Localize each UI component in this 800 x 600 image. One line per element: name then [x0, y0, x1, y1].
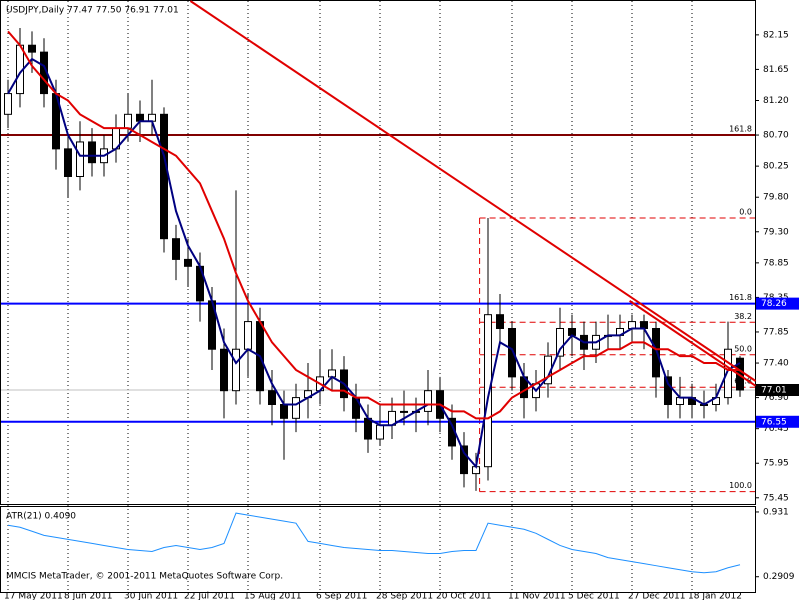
price-tag-label: 78.26 [761, 299, 787, 309]
x-tick-label: 6 Sep 2011 [316, 592, 367, 600]
footer: MMCIS MetaTrader, © 2001-2011 MetaQuotes… [6, 572, 283, 582]
candle-body [268, 390, 276, 406]
price-tag-label: 77.01 [761, 385, 787, 395]
x-tick-label: 30 Jun 2011 [124, 592, 178, 600]
x-tick-label: 27 Dec 2011 [628, 592, 686, 600]
candle-body [184, 258, 192, 267]
main-pane [0, 0, 756, 505]
candle-body [652, 328, 660, 378]
candle-body [136, 113, 144, 122]
candle-body [724, 348, 732, 399]
x-tick-label: 22 Jul 2011 [184, 592, 235, 600]
fibo-label: 38.2 [734, 312, 752, 321]
candle-body [148, 113, 156, 122]
y-tick-label: 81.65 [763, 65, 789, 75]
y-tick-label: 75.45 [763, 493, 789, 503]
price-tag [756, 415, 799, 428]
candle-body [124, 113, 132, 129]
x-tick-label: 15 Aug 2011 [244, 592, 302, 600]
candle-body [484, 314, 492, 468]
candle-body [400, 410, 408, 413]
x-tick-label: 20 Oct 2011 [436, 592, 492, 600]
candle-body [676, 397, 684, 406]
candle-body [76, 141, 84, 177]
y-tick-label: 75.95 [763, 459, 789, 469]
candle-body [244, 321, 252, 350]
candle-body [64, 148, 72, 177]
x-tick-label: 17 May 2011 [4, 592, 63, 600]
y-tick-label: 79.30 [763, 227, 789, 237]
candle-body [232, 348, 240, 392]
y-tick-label: 76.90 [763, 393, 789, 403]
fibo-label: 161.8 [729, 293, 752, 302]
candle-body [376, 424, 384, 440]
candle-body [496, 314, 504, 330]
candle-body [172, 238, 180, 260]
x-tick-label: 8 Jun 2011 [64, 592, 112, 600]
candle-body [88, 141, 96, 164]
indicator-title: ATR(21) 0.4090 [6, 512, 76, 522]
candle-body [4, 93, 12, 115]
y-tick-label: 77.85 [763, 327, 789, 337]
chart-title: USDJPY,Daily 77.47 77.50 76.91 77.01 [6, 6, 179, 16]
candle-body [640, 321, 648, 330]
trendline [629, 300, 757, 387]
candle-body [508, 328, 516, 378]
moving-average [7, 57, 741, 469]
y-tick-label: 79.80 [763, 193, 789, 203]
price-tag [756, 297, 799, 310]
candle-body [28, 44, 36, 53]
y-tick-label: 82.15 [763, 30, 789, 40]
candle-body [628, 321, 636, 330]
y-tick-label: 80.25 [763, 162, 789, 172]
x-tick-label: 11 Nov 2011 [508, 592, 566, 600]
candle-body [460, 445, 468, 475]
fibo-label: 100.0 [729, 481, 752, 490]
candle-body [160, 113, 168, 240]
candle-body [424, 390, 432, 412]
candle-body [292, 397, 300, 419]
fibo-label: 50.0 [734, 344, 752, 353]
x-tick-label: 28 Sep 2011 [376, 592, 433, 600]
trendline [189, 0, 757, 382]
candle-body [220, 348, 228, 392]
price-tag-label: 76.55 [761, 417, 787, 427]
candle-body [664, 376, 672, 406]
y-tick-label: 77.40 [763, 359, 789, 369]
y-tick-label: 81.20 [763, 96, 789, 106]
y-tick-label: 0.2909 [763, 572, 795, 582]
x-tick-label: 18 Jan 2012 [688, 592, 742, 600]
horizontal-line-label: 161.8 [729, 125, 752, 134]
indicator-line [7, 512, 741, 574]
y-tick-label: 80.70 [763, 131, 789, 141]
price-tag [756, 383, 799, 396]
y-tick-label: 76.45 [763, 424, 789, 434]
fibo-label: 0.0 [739, 207, 752, 216]
y-tick-label: 0.931 [763, 507, 789, 517]
candle-body [556, 328, 564, 357]
moving-average [7, 30, 740, 420]
candle-body [364, 417, 372, 440]
y-tick-label: 78.85 [763, 258, 789, 268]
candle-body [280, 404, 288, 419]
x-tick-label: 5 Dec 2011 [568, 592, 620, 600]
